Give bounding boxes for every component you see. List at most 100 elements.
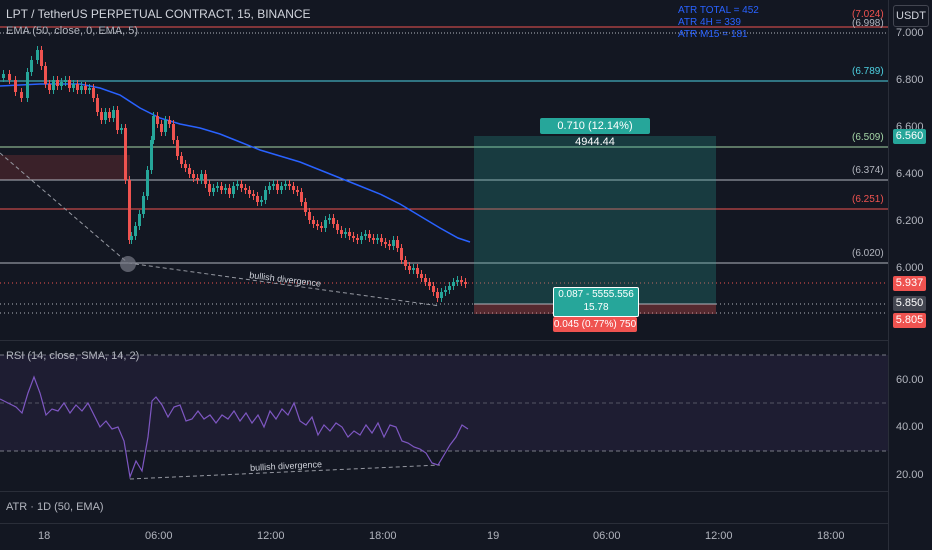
candle-body [80, 86, 83, 90]
candle-body [352, 236, 355, 238]
atr-4h-label: ATR 4H = 339 [678, 17, 741, 28]
price-tick-6200: 6.200 [896, 215, 924, 227]
entry-label-line1: 0.087 - 5555.556 [558, 289, 634, 300]
rsi-indicator-label[interactable]: RSI (14, close, SMA, 14, 2) [6, 350, 140, 362]
candle-body [348, 232, 351, 236]
stop-label: 0.045 (0.77%) 750 [553, 317, 637, 332]
candle-body [272, 184, 275, 186]
candle-body [138, 214, 141, 226]
candle-body [204, 174, 207, 184]
time-tick-1800-b: 18:00 [817, 530, 845, 542]
candle-body [208, 184, 211, 192]
candle-body [364, 234, 367, 236]
candle-body [256, 196, 259, 202]
candle-body [2, 74, 5, 78]
candle-body [180, 156, 183, 164]
atr-pane[interactable]: ATR · 1D (50, EMA) [0, 492, 888, 522]
chart-title: LPT / TetherUS PERPETUAL CONTRACT, 15, B… [6, 7, 311, 21]
candle-body [264, 190, 267, 200]
candle-body [336, 224, 339, 230]
candle-body [392, 240, 395, 246]
candle-body [36, 50, 39, 60]
candle-body [156, 116, 159, 124]
price-axis[interactable] [888, 0, 932, 550]
candle-body [308, 212, 311, 220]
candle-body [146, 170, 149, 196]
candle-body [116, 110, 119, 130]
candle-body [244, 188, 247, 190]
candle-body [14, 80, 17, 92]
time-tick-0600-b: 06:00 [593, 530, 621, 542]
candle-body [124, 128, 127, 180]
candle-body [84, 86, 87, 90]
candle-body [200, 174, 203, 180]
candle-body [448, 286, 451, 290]
candle-body [396, 240, 399, 248]
candle-body [404, 260, 407, 266]
candle-body [424, 278, 427, 282]
time-tick-19: 19 [487, 530, 500, 542]
candle-body [52, 80, 55, 90]
target-zone[interactable] [474, 136, 716, 304]
candle-body [380, 238, 383, 242]
candle-body [368, 234, 371, 238]
candle-body [184, 164, 187, 168]
candle-body [324, 220, 327, 228]
candle-body [212, 188, 215, 192]
level-label-6251: (6.251) [852, 194, 884, 205]
candle-body [224, 188, 227, 190]
currency-button[interactable]: USDT [893, 5, 929, 27]
entry-price-badge: 5.850 [893, 296, 926, 311]
candle-body [276, 184, 279, 190]
candle-body [228, 188, 231, 194]
level-label-6789: (6.789) [852, 66, 884, 77]
atr-indicator-label[interactable]: ATR · 1D (50, EMA) [6, 501, 104, 513]
candle-body [168, 120, 171, 124]
candle-body [400, 248, 403, 260]
candle-body [100, 112, 103, 120]
candle-body [456, 280, 459, 282]
price-pane[interactable]: LPT / TetherUS PERPETUAL CONTRACT, 15, B… [0, 0, 888, 340]
price-tick-6000: 6.000 [896, 262, 924, 274]
candle-body [172, 124, 175, 140]
candle-body [152, 116, 155, 140]
candle-body [388, 244, 391, 246]
supply-zone [0, 155, 130, 180]
candle-body [232, 186, 235, 194]
candle-body [150, 140, 153, 170]
rsi-pane[interactable]: RSI (14, close, SMA, 14, 2) bullish dive… [0, 341, 888, 491]
candle-body [44, 66, 47, 84]
candle-body [320, 226, 323, 228]
rsi-chart [0, 354, 888, 480]
divergence-pivot-marker[interactable] [120, 256, 136, 272]
divergence-line-upper [0, 152, 129, 264]
time-axis[interactable]: 18 06:00 12:00 18:00 19 06:00 12:00 18:0… [0, 524, 888, 550]
candle-body [372, 238, 375, 240]
candle-body [460, 280, 463, 282]
candle-body [360, 236, 363, 240]
time-tick-1200-b: 12:00 [705, 530, 733, 542]
candle-body [284, 184, 287, 186]
time-tick-18: 18 [38, 530, 51, 542]
candle-body [280, 186, 283, 190]
ema-indicator-label[interactable]: EMA (50, close, 0, EMA, 5) [6, 25, 139, 37]
candle-body [68, 80, 71, 88]
current-price-badge: 5.937 [893, 276, 926, 291]
profit-label: 0.710 (12.14%) 4944.44 [540, 118, 650, 148]
candle-body [164, 120, 167, 132]
candle-body [240, 184, 243, 188]
pane-separator-2[interactable] [0, 491, 932, 492]
candle-body [312, 220, 315, 224]
candle-body [130, 236, 133, 240]
target-price-badge: 6.560 [893, 129, 926, 144]
atr-total-label: ATR TOTAL = 452 [678, 5, 759, 16]
pane-separator-1[interactable] [0, 340, 932, 341]
entry-label-line2: 15.78 [583, 302, 609, 313]
candle-body [216, 186, 219, 188]
candle-body [292, 186, 295, 190]
candle-body [412, 268, 415, 270]
candle-body [428, 282, 431, 286]
candle-body [160, 124, 163, 132]
candle-body [134, 226, 137, 236]
candle-body [416, 268, 419, 274]
